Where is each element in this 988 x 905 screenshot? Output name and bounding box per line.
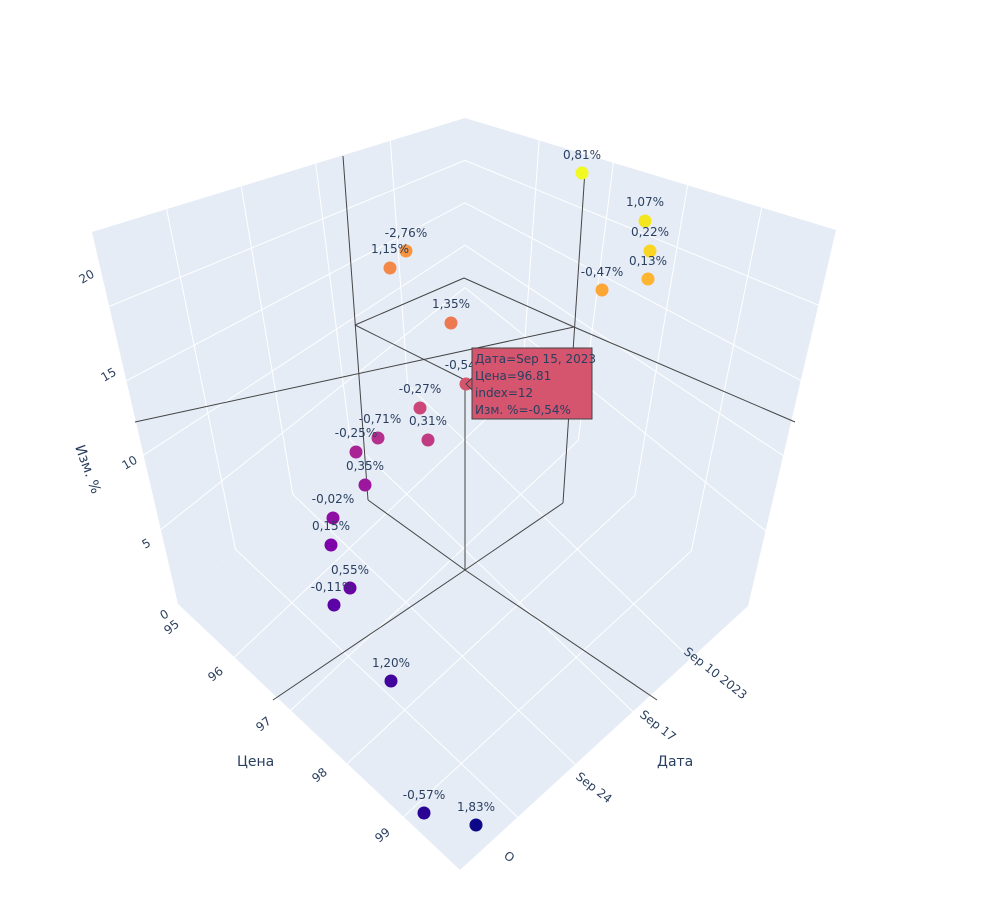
scatter-point[interactable] [413,401,427,415]
point-label: 0,22% [631,225,669,239]
scatter-point[interactable] [358,478,372,492]
gridline [690,207,763,551]
point-label: 1,20% [372,656,410,670]
point-label: 0,35% [346,459,384,473]
gridline [290,440,579,711]
scatter-point[interactable] [371,431,385,445]
scatter-point[interactable] [324,538,338,552]
scatter-point[interactable] [575,166,589,180]
hover-line-date: Дата=Sep 15, 2023 [475,352,596,366]
point-label: -0,27% [399,382,441,396]
y-axis-title: Цена [237,754,274,770]
gridline [315,163,351,440]
wall-back-right [465,118,836,606]
gridline [389,140,409,385]
point-label: 1,83% [457,800,495,814]
z-tick: 20 [77,267,97,287]
gridline [407,384,691,660]
scatter-point[interactable] [327,598,341,612]
point-label: 1,35% [432,297,470,311]
z-tick: 5 [140,536,154,552]
gridline [240,186,294,495]
gridline [166,209,236,550]
scatter-point[interactable] [383,261,397,275]
point-label: -0,11% [311,580,353,594]
point-label: -0,57% [403,788,445,802]
point-label: 1,15% [371,242,409,256]
gridline [109,159,466,307]
scatter-point[interactable] [349,445,363,459]
hover-tooltip-box [471,347,593,420]
point-label: 0,15% [312,519,350,533]
gridline [403,550,692,818]
y-tick: 97 [253,714,274,734]
scatter-point[interactable] [417,806,431,820]
scatter-point[interactable] [595,283,609,297]
point-label: 1,07% [626,195,664,209]
x-tick: Sep 17 [637,707,678,744]
scatter-point[interactable] [469,818,483,832]
gridline [464,244,784,457]
point-label: -0,47% [581,265,623,279]
scatter-point[interactable] [343,581,357,595]
gridline [349,439,634,712]
gridline [464,159,819,306]
spike-lines [134,155,796,701]
z-tick: 15 [99,365,119,385]
gridline [634,185,689,496]
x-tick: Sep 24 [573,769,614,806]
z-tick: 10 [120,453,140,473]
y-tick: 96 [205,664,226,684]
gridline [292,494,576,765]
gridline [234,384,522,658]
point-label: 0,55% [331,563,369,577]
x-tick: O [501,848,517,865]
gridline [464,287,766,532]
scatter-point[interactable] [421,433,435,447]
x-axis-title: Дата [657,754,693,770]
gridline [521,140,540,386]
gridline [346,495,636,764]
point-label: 0,81% [563,148,601,162]
hover-line-index: index=12 [475,386,533,400]
gridline [464,202,802,381]
z-axis-title: Изм. % [71,443,103,496]
hover-line-change: Изм. %=-0,54% [475,403,571,417]
gridline [160,287,466,530]
hover-line-price: Цена=96.81 [475,369,551,383]
scatter-point[interactable] [326,511,340,525]
scatter-point[interactable] [638,214,652,228]
y-tick: 99 [372,825,393,845]
gridline [143,244,466,456]
scatter-point[interactable] [399,244,413,258]
scatter-point[interactable] [643,244,657,258]
scatter-point[interactable] [384,674,398,688]
scatter-point[interactable] [641,272,655,286]
point-label: 0,31% [409,414,447,428]
hover-tooltip: Дата=Sep 15, 2023 Цена=96.81 index=12 Из… [465,347,596,420]
y-tick: 98 [309,765,330,785]
x-tick: Sep 10 2023 [681,644,750,702]
floor [178,330,748,870]
point-label: -0,71% [359,412,401,426]
point-label: -0,25% [335,426,377,440]
point-label: -2,76% [385,226,427,240]
gridline [126,202,466,382]
scatter-point[interactable] [444,316,458,330]
point-label: 0,13% [629,254,667,268]
scatter-markers: 0,81% 1,07% -2,76% 0,22% 1,15% 0,13% -0,47% 1,3… [311,148,669,832]
wall-back-left [92,118,465,604]
point-label: -0,02% [312,492,354,506]
gridline [235,548,518,818]
gridlines [109,140,819,818]
